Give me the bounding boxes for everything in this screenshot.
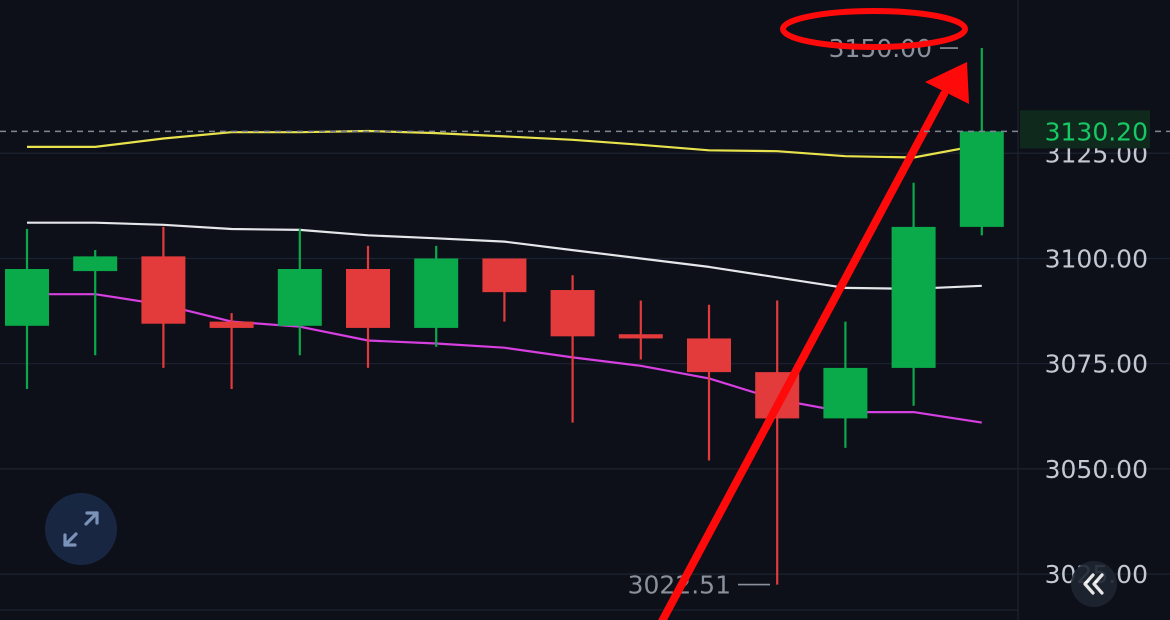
candle: [618, 300, 663, 360]
red-arrow-head: [925, 62, 969, 104]
current-price-label: 3130.20: [1045, 117, 1148, 146]
candle: [687, 304, 731, 461]
candle-body: [346, 268, 390, 328]
ma-line-yellow: [27, 129, 983, 159]
expand-button[interactable]: [45, 493, 117, 565]
candle-body: [141, 256, 186, 324]
candles: [5, 48, 1004, 585]
candle: [414, 245, 459, 347]
candle-body: [209, 321, 254, 328]
y-tick-label: 3100.00: [1045, 244, 1148, 273]
candle: [209, 313, 254, 389]
candle-body: [550, 290, 595, 337]
candle-body: [891, 226, 936, 368]
collapse-button[interactable]: [1071, 561, 1117, 607]
candle: [550, 275, 595, 423]
candle-body: [73, 256, 118, 272]
candle: [891, 182, 936, 406]
candle: [73, 250, 118, 356]
candle: [823, 321, 868, 448]
candle-body: [823, 367, 868, 419]
candle: [277, 229, 322, 356]
candle: [959, 48, 1004, 236]
red-circle-marker: [780, 8, 968, 50]
y-tick-label: 3075.00: [1045, 350, 1148, 379]
candle-body: [5, 268, 49, 326]
double-chevron-left-icon: [1083, 573, 1104, 595]
candle-body: [687, 338, 731, 373]
candle: [482, 258, 527, 322]
candle-body: [414, 258, 459, 328]
candle-body: [277, 268, 322, 326]
candle: [346, 245, 390, 368]
moving-averages: [27, 129, 983, 424]
current-price: 3130.20: [0, 110, 1170, 149]
current-price-label-bg: [1020, 110, 1150, 149]
ma-line-magenta: [27, 293, 982, 424]
candle-body: [482, 258, 527, 293]
candle: [141, 226, 186, 368]
candle: [5, 229, 49, 389]
red-overlay-markup: [658, 8, 969, 620]
expand-diagonal-icon: [63, 511, 99, 547]
red-arrow-shaft: [658, 90, 948, 620]
y-tick-label: 3050.00: [1045, 455, 1148, 484]
candle-body: [959, 131, 1004, 227]
candle-body: [618, 334, 663, 339]
ma-line-white: [27, 221, 982, 290]
